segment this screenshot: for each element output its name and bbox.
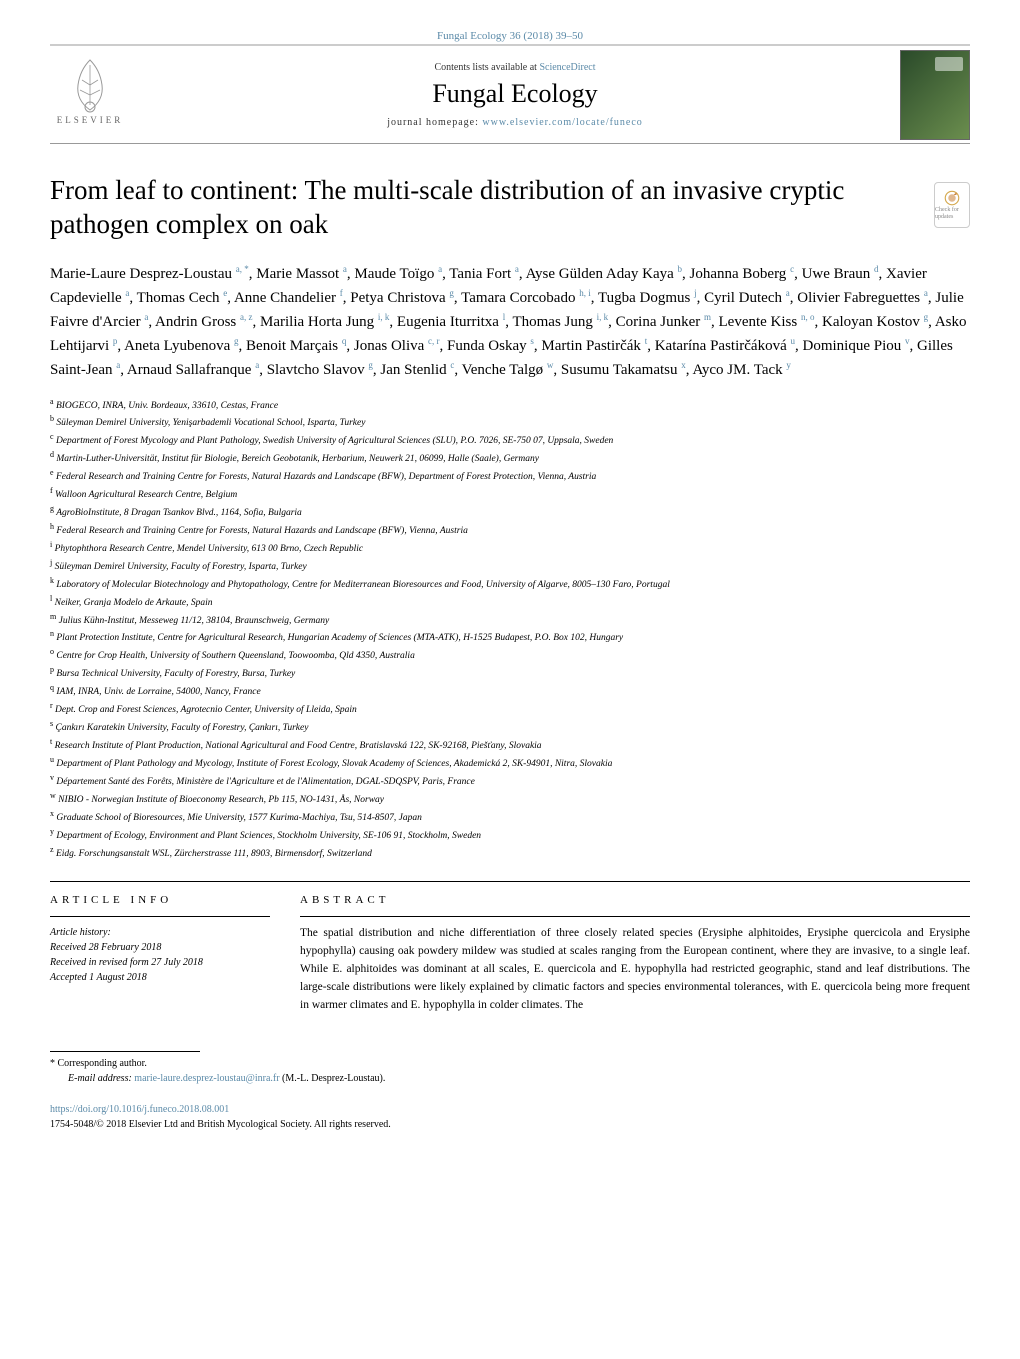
affiliation-line: r Dept. Crop and Forest Sciences, Agrote… xyxy=(50,700,970,718)
history-accepted: Accepted 1 August 2018 xyxy=(50,970,270,985)
article-history: Article history: Received 28 February 20… xyxy=(50,925,270,985)
affiliation-line: x Graduate School of Bioresources, Mie U… xyxy=(50,808,970,826)
affiliation-line: j Süleyman Demirel University, Faculty o… xyxy=(50,557,970,575)
info-divider xyxy=(50,916,270,917)
article-info-head: ARTICLE INFO xyxy=(50,894,270,906)
journal-homepage: journal homepage: www.elsevier.com/locat… xyxy=(130,117,900,128)
abstract-head: ABSTRACT xyxy=(300,894,970,906)
journal-reference: Fungal Ecology 36 (2018) 39–50 xyxy=(50,30,970,42)
affiliation-line: z Eidg. Forschungsanstalt WSL, Zürcherst… xyxy=(50,844,970,862)
abstract: ABSTRACT The spatial distribution and ni… xyxy=(300,882,970,1014)
history-revised: Received in revised form 27 July 2018 xyxy=(50,955,270,970)
journal-header: ELSEVIER Contents lists available at Sci… xyxy=(50,44,970,144)
affiliation-line: c Department of Forest Mycology and Plan… xyxy=(50,431,970,449)
footer: https://doi.org/10.1016/j.funeco.2018.08… xyxy=(50,1102,970,1132)
copyright: 1754-5048/© 2018 Elsevier Ltd and Britis… xyxy=(50,1119,391,1130)
affiliation-line: a BIOGECO, INRA, Univ. Bordeaux, 33610, … xyxy=(50,396,970,414)
affiliation-line: t Research Institute of Plant Production… xyxy=(50,736,970,754)
affiliation-line: n Plant Protection Institute, Centre for… xyxy=(50,628,970,646)
authors: Marie-Laure Desprez-Loustau a, *, Marie … xyxy=(50,262,970,382)
history-label: Article history: xyxy=(50,925,270,940)
corresponding-author: * Corresponding author. E-mail address: … xyxy=(50,1045,970,1086)
affiliation-line: v Département Santé des Forêts, Ministèr… xyxy=(50,772,970,790)
corresponding-email-line: E-mail address: marie-laure.desprez-lous… xyxy=(50,1071,970,1086)
corresponding-email[interactable]: marie-laure.desprez-loustau@inra.fr xyxy=(134,1073,279,1084)
doi-link[interactable]: https://doi.org/10.1016/j.funeco.2018.08… xyxy=(50,1104,229,1115)
contents-line: Contents lists available at ScienceDirec… xyxy=(130,62,900,73)
affiliation-line: i Phytophthora Research Centre, Mendel U… xyxy=(50,539,970,557)
homepage-prefix: journal homepage: xyxy=(387,117,482,128)
footnote-rule xyxy=(50,1051,200,1052)
journal-cover-thumb xyxy=(900,50,970,140)
elsevier-label: ELSEVIER xyxy=(57,115,124,125)
history-received: Received 28 February 2018 xyxy=(50,940,270,955)
email-label: E-mail address: xyxy=(68,1073,134,1084)
affiliation-line: b Süleyman Demirel University, Yenişarba… xyxy=(50,413,970,431)
homepage-link[interactable]: www.elsevier.com/locate/funeco xyxy=(482,117,642,128)
affiliation-line: k Laboratory of Molecular Biotechnology … xyxy=(50,575,970,593)
journal-title: Fungal Ecology xyxy=(130,79,900,109)
abstract-divider xyxy=(300,916,970,917)
check-updates-label: Check for updates xyxy=(935,207,969,222)
affiliation-line: o Centre for Crop Health, University of … xyxy=(50,646,970,664)
affiliation-line: y Department of Ecology, Environment and… xyxy=(50,826,970,844)
affiliation-line: e Federal Research and Training Centre f… xyxy=(50,467,970,485)
affiliation-line: q IAM, INRA, Univ. de Lorraine, 54000, N… xyxy=(50,682,970,700)
email-suffix: (M.-L. Desprez-Loustau). xyxy=(280,1073,386,1084)
affiliation-line: w NIBIO - Norwegian Institute of Bioecon… xyxy=(50,790,970,808)
affiliation-line: d Martin-Luther-Universität, Institut fü… xyxy=(50,449,970,467)
affiliation-line: u Department of Plant Pathology and Myco… xyxy=(50,754,970,772)
affiliation-line: h Federal Research and Training Centre f… xyxy=(50,521,970,539)
sciencedirect-link[interactable]: ScienceDirect xyxy=(539,62,595,73)
affiliation-line: f Walloon Agricultural Research Centre, … xyxy=(50,485,970,503)
check-updates-badge[interactable]: Check for updates xyxy=(934,182,970,228)
affiliation-line: g AgroBioInstitute, 8 Dragan Tsankov Blv… xyxy=(50,503,970,521)
elsevier-logo: ELSEVIER xyxy=(50,55,130,135)
abstract-text: The spatial distribution and niche diffe… xyxy=(300,925,970,1014)
title-text: From leaf to continent: The multi-scale … xyxy=(50,175,844,239)
affiliations: a BIOGECO, INRA, Univ. Bordeaux, 33610, … xyxy=(50,396,970,862)
check-updates-icon xyxy=(943,189,961,207)
affiliation-line: m Julius Kühn-Institut, Messeweg 11/12, … xyxy=(50,611,970,629)
header-center: Contents lists available at ScienceDirec… xyxy=(130,62,900,128)
affiliation-line: l Neiker, Granja Modelo de Arkaute, Spai… xyxy=(50,593,970,611)
corresponding-star: * Corresponding author. xyxy=(50,1056,970,1071)
affiliation-line: s Çankırı Karatekin University, Faculty … xyxy=(50,718,970,736)
elsevier-tree-icon xyxy=(60,55,120,115)
contents-prefix: Contents lists available at xyxy=(434,62,539,73)
article-info: ARTICLE INFO Article history: Received 2… xyxy=(50,882,270,1014)
affiliation-line: p Bursa Technical University, Faculty of… xyxy=(50,664,970,682)
article-title: From leaf to continent: The multi-scale … xyxy=(50,174,970,242)
info-abstract-row: ARTICLE INFO Article history: Received 2… xyxy=(50,881,970,1014)
